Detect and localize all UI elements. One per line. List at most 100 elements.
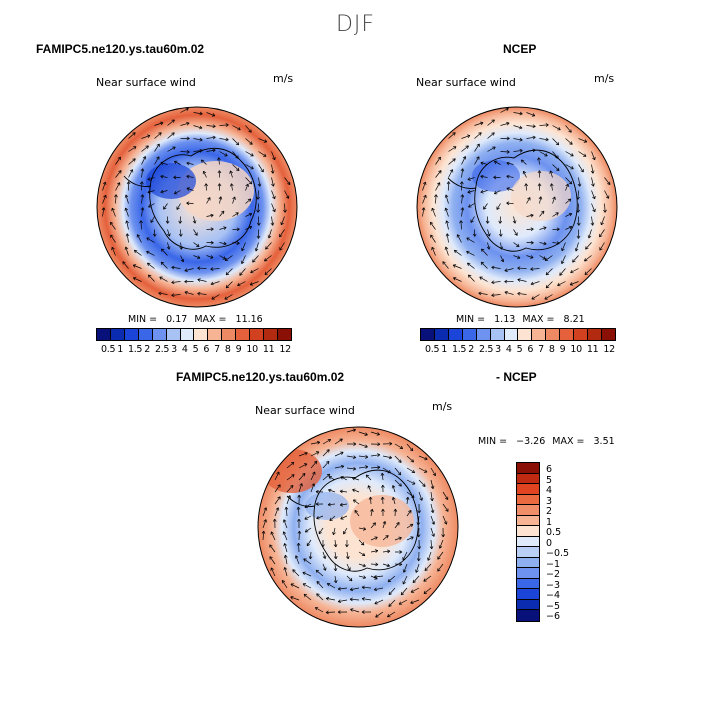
wind-arrow-head [158, 132, 162, 136]
colorbar-tick-label: 2 [144, 344, 150, 355]
model-panel-subtitle: Near surface wind [96, 76, 196, 89]
wind-arrow-head [160, 189, 164, 194]
wind-arrow-head [327, 439, 332, 443]
wind-arrow [539, 138, 549, 141]
colorbar-tick-label: 9 [235, 344, 242, 355]
wind-arrow-head [326, 449, 330, 453]
wind-arrow [491, 281, 501, 283]
wind-arrow [352, 477, 360, 481]
wind-arrow-head [517, 266, 521, 271]
wind-arrow-head [375, 562, 379, 567]
obs-colorbar [420, 328, 616, 341]
colorbar-swatch [546, 329, 561, 340]
wind-arrow-head [150, 219, 154, 223]
wind-arrow-head [362, 563, 366, 568]
wind-arrow-head [265, 246, 269, 250]
wind-arrow [237, 281, 246, 286]
wind-arrow-head [555, 141, 560, 146]
wind-arrow-head [333, 568, 338, 572]
colorbar-swatch [517, 505, 539, 516]
wind-arrow-head [374, 536, 378, 540]
wind-arrow-head [398, 483, 402, 487]
wind-arrow [326, 597, 336, 601]
wind-arrow [148, 203, 155, 208]
wind-arrow-head [186, 121, 190, 126]
wind-arrow-head [603, 209, 607, 213]
wind-arrow [370, 466, 380, 469]
wind-arrow [467, 177, 475, 181]
wind-arrow-head [199, 148, 203, 153]
wind-arrow-head [225, 284, 230, 289]
wind-arrow [274, 484, 281, 493]
wind-arrow-head [272, 518, 277, 522]
wind-arrow [141, 145, 149, 152]
wind-arrow [374, 575, 384, 578]
wind-arrow [491, 266, 501, 269]
wind-arrow [167, 132, 175, 139]
colorbar-tick-label: 4 [181, 344, 188, 355]
wind-arrow [565, 213, 572, 217]
wind-arrow-head [186, 150, 190, 154]
wind-arrow-head [229, 170, 233, 174]
wind-arrow-head [101, 207, 106, 211]
wind-arrow [442, 503, 449, 512]
wind-arrow-head [133, 146, 137, 150]
wind-arrow [224, 255, 233, 261]
wind-arrow [257, 190, 259, 200]
wind-arrow [160, 261, 168, 269]
wind-arrow-head [140, 207, 145, 211]
wind-arrow-head [537, 170, 542, 174]
wind-arrow-head [110, 234, 114, 238]
colorbar-tick-label: 2.5 [478, 344, 494, 355]
wind-arrow-head [492, 146, 496, 150]
wind-arrow [140, 220, 142, 230]
wind-arrow-head [405, 496, 410, 500]
wind-arrow [513, 138, 523, 141]
wind-arrow-head [423, 469, 428, 473]
wind-arrow-head [299, 483, 303, 487]
wind-arrow-head [577, 183, 582, 187]
wind-arrow [245, 198, 252, 204]
wind-arrow-head [333, 555, 338, 560]
wind-arrow [163, 203, 168, 210]
wind-arrow [284, 543, 288, 553]
wind-arrow-head [381, 484, 385, 488]
wind-arrow-head [415, 569, 419, 573]
wind-arrow [328, 503, 336, 506]
wind-arrow-head [485, 220, 490, 224]
wind-arrow [224, 294, 233, 300]
wind-arrow [322, 439, 331, 445]
wind-arrow-head [493, 175, 497, 180]
wind-arrow [474, 132, 482, 139]
wind-arrow [446, 220, 449, 230]
wind-arrow [241, 255, 246, 264]
wind-arrow [500, 151, 510, 153]
wind-arrow-head [316, 581, 320, 585]
wind-arrow-head [199, 125, 203, 130]
wind-arrow-head [184, 279, 188, 284]
wind-arrow [193, 125, 203, 129]
wind-arrow-head [382, 521, 387, 525]
antarctica-coastline [313, 469, 419, 572]
wind-arrow [354, 510, 360, 517]
wind-arrow-head [328, 476, 332, 480]
high-plateau-patch [178, 161, 254, 221]
wind-arrow-head [257, 183, 262, 187]
colorbar-tick-label: 7 [538, 344, 544, 355]
wind-arrow [193, 138, 203, 141]
wind-arrow-head [325, 596, 330, 601]
wind-arrow-head [506, 161, 510, 166]
wind-arrow [468, 274, 475, 282]
wind-arrow-head [211, 113, 216, 117]
wind-arrow-head [430, 498, 434, 502]
wind-arrow [245, 164, 254, 170]
colorbar-swatch [476, 329, 491, 340]
wind-arrow-head [380, 496, 385, 500]
wind-arrow [591, 164, 594, 174]
wind-arrow [298, 506, 300, 517]
wind-arrow-head [388, 603, 392, 607]
wind-arrow-head [480, 189, 484, 194]
wind-arrow-head [146, 134, 151, 138]
wind-arrow-head [210, 240, 214, 245]
wind-arrow-head [441, 534, 445, 538]
